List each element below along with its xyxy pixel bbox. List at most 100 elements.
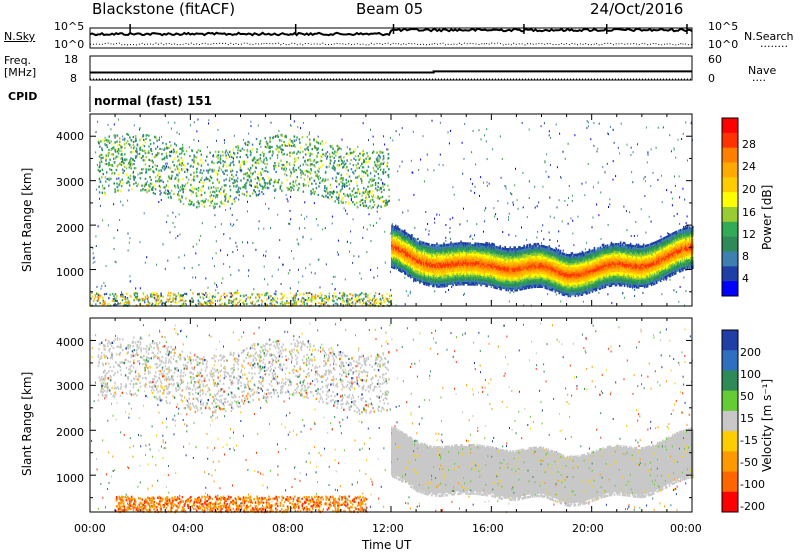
power-pixel (254, 166, 256, 169)
power-pixel (132, 158, 134, 161)
power-pixel (370, 184, 372, 187)
power-pixel (162, 243, 164, 246)
power-pixel (508, 300, 510, 303)
power-pixel (245, 294, 247, 297)
power-pixel (334, 275, 336, 278)
power-pixel (254, 170, 256, 173)
power-pixel (255, 137, 258, 141)
power-pixel (369, 172, 372, 175)
power-pixel (295, 303, 298, 306)
power-pixel (438, 163, 440, 166)
power-pixel (135, 181, 137, 184)
power-pixel (310, 163, 312, 166)
power-pixel (172, 170, 174, 173)
power-pixel (259, 183, 261, 186)
power-pixel (258, 220, 260, 223)
power-pixel (109, 293, 111, 296)
power-pixel (382, 158, 384, 161)
power-pixel (375, 151, 378, 154)
power-pixel (172, 221, 174, 224)
power-pixel (358, 190, 360, 193)
power-pixel (246, 192, 248, 195)
power-pixel (374, 183, 377, 186)
power-pixel (445, 224, 447, 226)
power-pixel (492, 148, 494, 151)
power-pixel (334, 287, 336, 290)
power-pixel (135, 292, 137, 295)
power-pixel (607, 132, 609, 135)
power-pixel (272, 150, 274, 153)
power-pixel (271, 145, 273, 149)
power-pixel (486, 181, 488, 184)
power-pixel (121, 158, 123, 161)
power-pixel (298, 268, 299, 271)
power-pixel (165, 192, 167, 195)
power-pixel (279, 185, 282, 188)
power-pixel (309, 154, 311, 157)
power-pixel (608, 206, 609, 208)
power-pixel (96, 285, 98, 288)
power-pixel (148, 158, 150, 161)
power-pixel (255, 193, 258, 196)
power-pixel (337, 147, 340, 150)
power-pixel (344, 278, 346, 281)
power-pixel (148, 189, 150, 192)
power-pixel (362, 191, 364, 194)
power-pixel (130, 295, 132, 298)
power-pixel (310, 293, 313, 296)
power-pixel (338, 297, 340, 299)
power-pixel (434, 290, 436, 293)
power-pixel (159, 193, 161, 196)
power-pixel (338, 172, 340, 175)
power-pixel (214, 202, 216, 205)
power-pixel (359, 272, 361, 275)
power-pixel (139, 177, 142, 180)
power-pixel (217, 292, 219, 295)
power-pixel (349, 148, 351, 151)
power-pixel (234, 180, 236, 183)
power-pixel (144, 163, 147, 166)
power-pixel (307, 299, 310, 302)
power-cb-tick: 20 (742, 183, 756, 196)
power-pixel (229, 207, 231, 210)
power-pixel (387, 173, 390, 177)
power-pixel (360, 157, 362, 160)
power-pixel (136, 143, 139, 146)
power-pixel (302, 236, 304, 239)
power-pixel (333, 152, 335, 155)
power-pixel (380, 188, 382, 191)
velocity-ytick: 3000 (56, 380, 84, 393)
power-pixel (219, 157, 222, 160)
power-pixel (263, 227, 265, 230)
power-pixel (105, 159, 107, 162)
power-pixel (367, 190, 369, 193)
power-pixel (600, 191, 602, 194)
power-pixel (236, 180, 238, 183)
power-pixel (145, 137, 147, 140)
power-pixel (128, 241, 130, 244)
power-pixel (109, 164, 111, 167)
power-pixel (146, 180, 148, 183)
power-pixel (597, 181, 599, 184)
power-pixel (239, 187, 242, 190)
power-pixel (341, 187, 343, 190)
power-pixel (199, 159, 202, 162)
power-pixel (179, 298, 182, 301)
power-pixel (223, 263, 225, 265)
power-pixel (149, 142, 152, 146)
power-pixel (156, 292, 158, 295)
power-pixel (297, 166, 300, 169)
power-pixel (208, 296, 211, 299)
power-pixel (143, 183, 145, 186)
power-pixel (560, 177, 562, 179)
power-pixel (294, 181, 297, 184)
power-pixel (377, 267, 379, 270)
power-pixel (256, 162, 258, 165)
power-pixel (363, 166, 365, 169)
power-pixel (154, 176, 157, 179)
power-pixel (316, 174, 318, 178)
power-pixel (251, 148, 254, 151)
power-pixel (434, 221, 436, 224)
power-pixel (205, 296, 208, 298)
power-pixel (591, 226, 593, 229)
